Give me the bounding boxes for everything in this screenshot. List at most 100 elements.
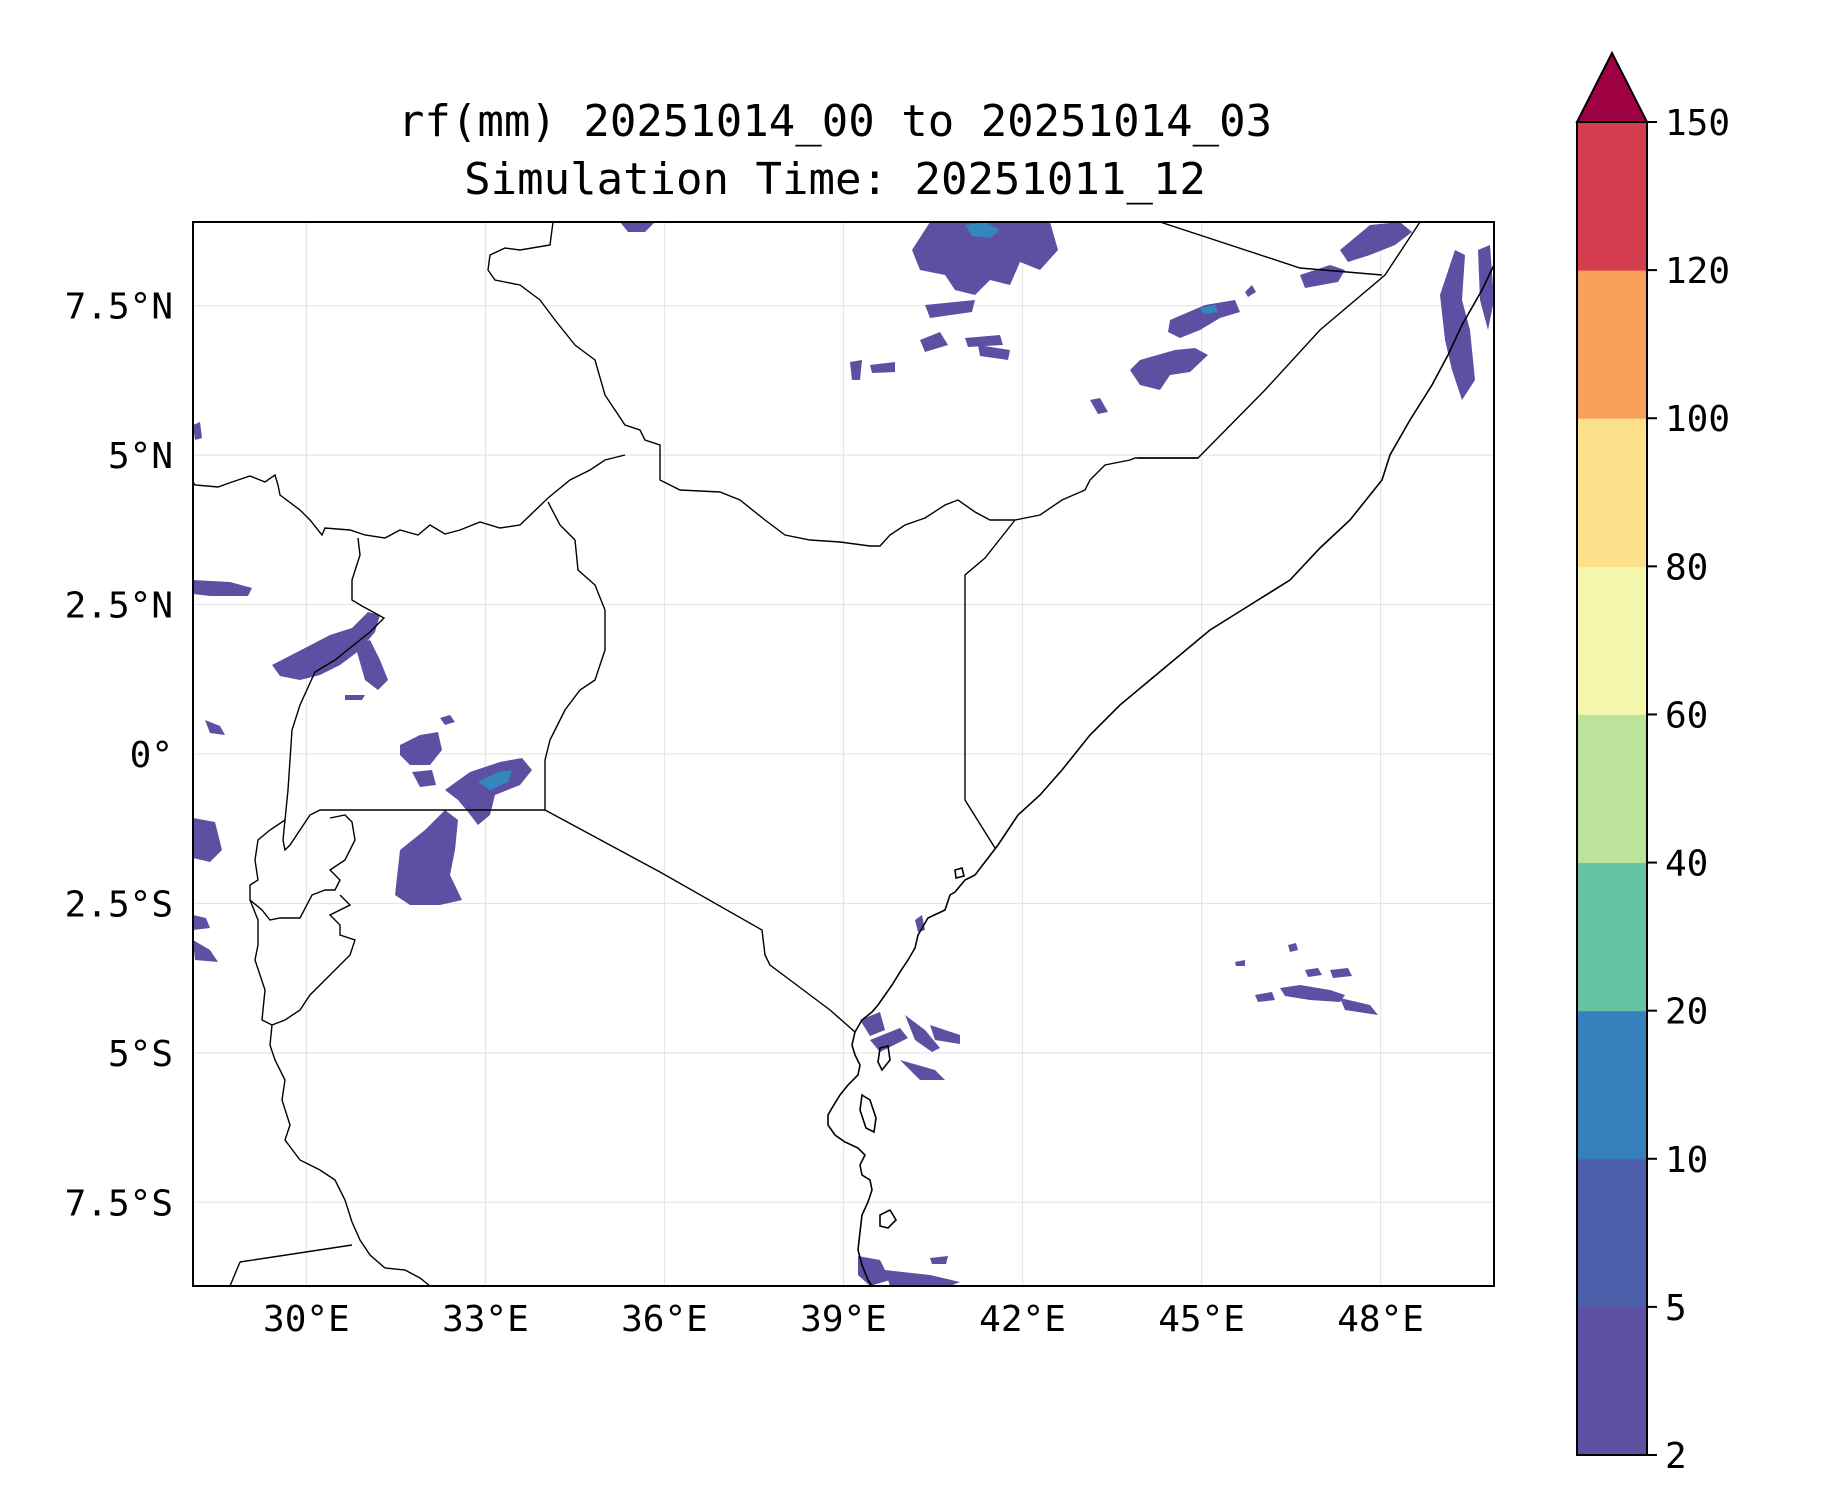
- lat-tick-label: 7.5°N: [65, 287, 173, 328]
- rain-patch: [925, 300, 975, 318]
- longitude-ticks: 30°E 33°E 36°E 39°E 42°E 45°E 48°E: [263, 1299, 1424, 1340]
- colorbar-tick-label: 100: [1665, 399, 1730, 440]
- rain-patch: [1090, 398, 1108, 414]
- lon-tick-label: 42°E: [979, 1299, 1066, 1340]
- rain-patch: [965, 222, 1000, 238]
- border-line: [249, 814, 356, 921]
- rain-patch: [412, 770, 436, 787]
- lon-tick-label: 33°E: [442, 1299, 529, 1340]
- border-line: [239, 1244, 353, 1263]
- coastline: [827, 264, 1494, 1286]
- island-lamu: [954, 867, 965, 879]
- lat-tick-label: 7.5°S: [65, 1183, 173, 1224]
- rain-patch: [1305, 968, 1322, 977]
- border-line: [282, 537, 545, 852]
- colorbar-blocks: [1577, 122, 1647, 1456]
- rain-patch: [1340, 222, 1412, 262]
- map-axes: 30°E 33°E 36°E 39°E 42°E 45°E 48°E 7.5°N 5°N 2.5…: [65, 221, 1495, 1340]
- colorbar-tick-label: 10: [1665, 1140, 1708, 1181]
- border-line: [249, 899, 273, 1026]
- colorbar-tick-label: 150: [1665, 103, 1730, 144]
- rain-patch: [1255, 992, 1275, 1002]
- lat-tick-label: 2.5°N: [65, 586, 173, 627]
- colorbar-tick-label: 40: [1665, 844, 1708, 885]
- colorbar-block: [1577, 1010, 1647, 1160]
- coastline-path: [827, 264, 1494, 1286]
- map-frame: [192, 221, 1495, 1287]
- rain-patch: [978, 345, 1010, 360]
- rain-patch: [1168, 300, 1240, 338]
- colorbar-tick-label: 20: [1665, 992, 1708, 1033]
- rain-patch: [915, 915, 925, 932]
- rain-patch: [440, 715, 455, 725]
- rain-patch: [345, 695, 365, 700]
- island-mafia: [879, 1208, 898, 1229]
- colorbar-block: [1577, 270, 1647, 419]
- rain-patch: [395, 810, 462, 905]
- rain-patch: [620, 222, 655, 232]
- rain-patch: [900, 1060, 945, 1080]
- rain-patch: [445, 758, 532, 825]
- rain-patch: [930, 1256, 948, 1264]
- lat-tick-label: 5°S: [108, 1034, 173, 1075]
- rain-patch: [478, 770, 512, 790]
- colorbar-tick-label: 5: [1665, 1288, 1687, 1329]
- rain-patch: [205, 720, 225, 735]
- rain-patch: [193, 422, 202, 440]
- rain-patch: [272, 612, 380, 680]
- colorbar-block: [1577, 418, 1647, 567]
- colorbar-block: [1577, 566, 1647, 715]
- colorbar-tick-label: 2: [1665, 1436, 1687, 1477]
- rain-patch: [1130, 348, 1208, 390]
- colorbar-ticks: 2 5 10 20 40 60 80 100 120 150: [1647, 103, 1730, 1477]
- border-line: [544, 809, 856, 1033]
- border-line: [1159, 222, 1383, 276]
- colorbar-block: [1577, 122, 1647, 271]
- rain-patch: [1478, 245, 1494, 330]
- rain-patch: [193, 818, 222, 862]
- rain-patch: [355, 640, 388, 690]
- rain-patch: [930, 1025, 960, 1044]
- colorbar-tick-label: 60: [1665, 695, 1708, 736]
- island-pemba: [877, 1045, 891, 1072]
- rain-patch: [920, 332, 948, 352]
- latitude-ticks: 7.5°N 5°N 2.5°N 0° 2.5°S 5°S 7.5°S: [65, 287, 173, 1225]
- island-zanzibar: [859, 1093, 877, 1134]
- border-line: [487, 222, 1421, 547]
- rain-patch: [905, 1015, 940, 1052]
- rain-patch: [1280, 985, 1345, 1002]
- lon-tick-label: 30°E: [263, 1299, 350, 1340]
- country-borders: [193, 222, 1421, 1286]
- colorbar-block: [1577, 862, 1647, 1012]
- rain-patch: [858, 1256, 890, 1286]
- colorbar-frame: [1576, 121, 1648, 1456]
- lat-tick-label: 0°: [130, 735, 173, 776]
- map-content: [193, 222, 1494, 1286]
- rain-patch: [1245, 285, 1256, 297]
- rain-patch: [193, 580, 252, 596]
- rain-patch: [870, 1028, 908, 1052]
- rain-patch: [1440, 250, 1475, 400]
- border-line: [544, 501, 606, 810]
- rain-patch: [1330, 968, 1352, 978]
- colorbar-tick-label: 80: [1665, 547, 1708, 588]
- colorbar-block: [1577, 1306, 1647, 1456]
- colorbar-block: [1577, 1158, 1647, 1308]
- rainfall-layer: [193, 222, 1494, 1286]
- lon-tick-label: 48°E: [1337, 1299, 1424, 1340]
- border-line: [193, 454, 626, 539]
- rain-patch: [912, 222, 1058, 295]
- colorbar: 2 5 10 20 40 60 80 100 120 150: [1575, 50, 1730, 1477]
- figure-title-line1: rf(mm) 20251014_00 to 20251014_03: [398, 96, 1272, 147]
- lon-tick-label: 39°E: [800, 1299, 887, 1340]
- rain-patch: [193, 940, 218, 962]
- rain-patch: [1340, 998, 1378, 1015]
- rain-patch: [885, 1270, 960, 1286]
- rain-patch: [193, 915, 210, 930]
- border-line: [269, 1024, 431, 1286]
- colorbar-extend-triangle: [1575, 50, 1649, 123]
- rain-patch: [870, 362, 895, 373]
- gridlines: [193, 222, 1494, 1286]
- border-line: [271, 894, 356, 1026]
